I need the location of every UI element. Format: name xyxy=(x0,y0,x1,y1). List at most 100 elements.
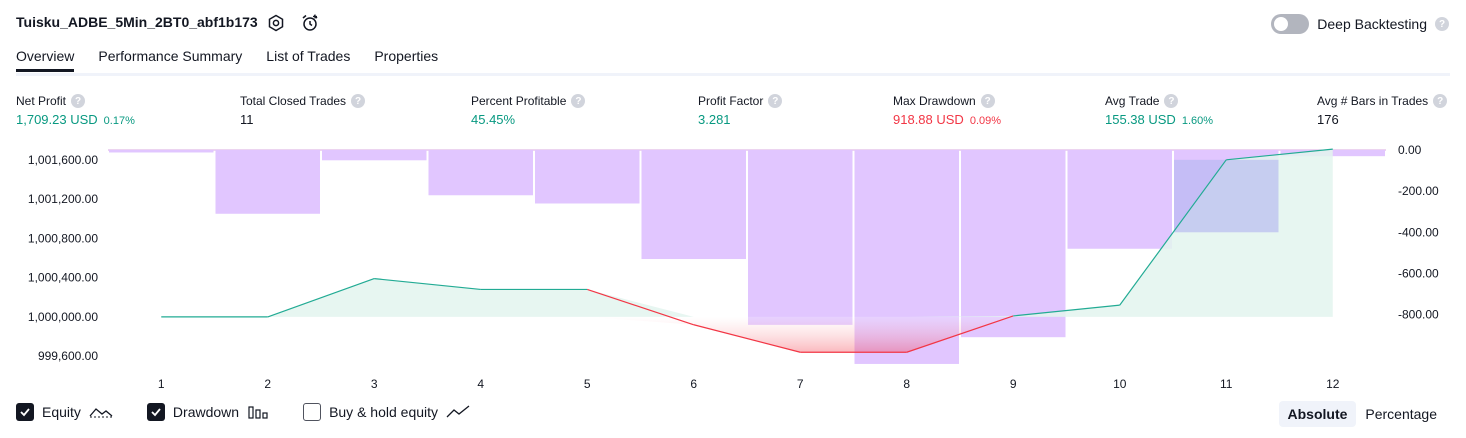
info-icon[interactable]: ? xyxy=(1164,94,1178,108)
x-axis-tick: 1 xyxy=(158,377,165,391)
metric-value: 3.281 xyxy=(698,112,731,127)
settings-icon[interactable] xyxy=(266,13,286,33)
info-icon[interactable]: ? xyxy=(71,94,85,108)
info-icon[interactable]: ? xyxy=(768,94,782,108)
absolute-button[interactable]: Absolute xyxy=(1279,401,1357,427)
x-axis-tick: 11 xyxy=(1220,377,1233,391)
info-icon[interactable]: ? xyxy=(351,94,365,108)
checkmark-icon xyxy=(19,406,31,418)
metric-label-row: Max Drawdown? xyxy=(893,94,1001,108)
metric-label-row: Avg Trade? xyxy=(1105,94,1213,108)
right-axis-tick: -600.00 xyxy=(1398,266,1439,280)
metric-0: Net Profit? 1,709.23 USD 0.17% xyxy=(16,94,135,127)
metric-2: Percent Profitable? 45.45% xyxy=(471,94,585,127)
x-axis-tick: 9 xyxy=(1010,377,1017,391)
metric-label: Percent Profitable xyxy=(471,94,566,108)
metric-4: Max Drawdown? 918.88 USD 0.09% xyxy=(893,94,1001,127)
metric-label: Net Profit xyxy=(16,94,66,108)
metric-value: 45.45% xyxy=(471,112,515,127)
legend-equity-label: Equity xyxy=(42,404,81,420)
left-axis-tick: 1,000,000.00 xyxy=(28,310,98,324)
left-axis-tick: 1,000,400.00 xyxy=(28,271,98,285)
tab-divider xyxy=(16,73,1450,76)
drawdown-bar xyxy=(109,150,214,152)
metric-percent: 0.09% xyxy=(970,115,1001,127)
percentage-button[interactable]: Percentage xyxy=(1356,401,1446,427)
legend-equity[interactable]: Equity xyxy=(16,403,113,421)
metric-value: 918.88 USD xyxy=(893,112,964,127)
metric-value-row: 1,709.23 USD 0.17% xyxy=(16,112,135,127)
legend-buy-hold[interactable]: Buy & hold equity xyxy=(303,403,470,421)
metric-percent: 0.17% xyxy=(104,115,135,127)
x-axis-tick: 6 xyxy=(690,377,697,391)
info-icon[interactable]: ? xyxy=(981,94,995,108)
tab-bar: Overview Performance Summary List of Tra… xyxy=(16,48,438,72)
deep-backtesting-control: Deep Backtesting ? xyxy=(1271,14,1449,34)
equity-line-icon xyxy=(89,404,113,420)
legend-drawdown-label: Drawdown xyxy=(173,404,239,420)
drawdown-checkbox[interactable] xyxy=(147,403,165,421)
metric-value-row: 176 xyxy=(1317,112,1447,127)
x-axis-tick: 10 xyxy=(1113,377,1127,391)
drawdown-bar xyxy=(429,150,534,195)
drawdown-bar xyxy=(322,150,427,160)
drawdown-overlap xyxy=(1174,160,1279,232)
tab-properties[interactable]: Properties xyxy=(374,48,438,72)
metric-5: Avg Trade? 155.38 USD 1.60% xyxy=(1105,94,1213,127)
x-axis-tick: 2 xyxy=(264,377,271,391)
metric-label-row: Profit Factor? xyxy=(698,94,782,108)
deep-backtesting-toggle[interactable] xyxy=(1271,14,1309,34)
drawdown-bar xyxy=(216,150,321,214)
drawdown-bar xyxy=(535,150,640,203)
tab-list-of-trades[interactable]: List of Trades xyxy=(266,48,350,72)
metric-label: Total Closed Trades xyxy=(240,94,346,108)
metric-value-row: 155.38 USD 1.60% xyxy=(1105,112,1213,127)
value-mode-switch: Absolute Percentage xyxy=(1279,401,1447,427)
metric-value-row: 918.88 USD 0.09% xyxy=(893,112,1001,127)
equity-checkbox[interactable] xyxy=(16,403,34,421)
tab-performance-summary[interactable]: Performance Summary xyxy=(98,48,242,72)
metric-value-row: 45.45% xyxy=(471,112,585,127)
strategy-title: Tuisku_ADBE_5Min_2BT0_abf1b173 xyxy=(16,14,258,30)
drawdown-bar xyxy=(961,150,1066,337)
metric-6: Avg # Bars in Trades? 176 xyxy=(1317,94,1447,127)
x-axis-tick: 7 xyxy=(797,377,804,391)
left-axis-tick: 1,001,200.00 xyxy=(28,192,98,206)
metric-label-row: Avg # Bars in Trades? xyxy=(1317,94,1447,108)
metric-value: 176 xyxy=(1317,112,1339,127)
metric-3: Profit Factor? 3.281 xyxy=(698,94,782,127)
info-icon[interactable]: ? xyxy=(1433,94,1447,108)
metric-1: Total Closed Trades? 11 xyxy=(240,94,365,127)
deep-backtesting-label: Deep Backtesting xyxy=(1317,16,1427,32)
metric-value: 1,709.23 USD xyxy=(16,112,98,127)
metric-percent: 1.60% xyxy=(1182,115,1213,127)
right-axis-tick: -400.00 xyxy=(1398,225,1439,239)
tab-overview[interactable]: Overview xyxy=(16,48,74,72)
left-axis-tick: 999,600.00 xyxy=(38,349,98,363)
legend-drawdown[interactable]: Drawdown xyxy=(147,403,269,421)
drawdown-bar xyxy=(748,150,853,325)
metric-label-row: Total Closed Trades? xyxy=(240,94,365,108)
metric-label: Avg Trade xyxy=(1105,94,1159,108)
left-axis-tick: 1,001,600.00 xyxy=(28,153,98,167)
x-axis-tick: 4 xyxy=(477,377,484,391)
right-axis-tick: -800.00 xyxy=(1398,308,1439,322)
drawdown-bar xyxy=(642,150,747,259)
add-alert-icon[interactable] xyxy=(300,13,320,33)
info-icon[interactable]: ? xyxy=(571,94,585,108)
drawdown-bars-icon xyxy=(247,404,269,420)
buy-hold-checkbox[interactable] xyxy=(303,403,321,421)
metric-label: Max Drawdown xyxy=(893,94,976,108)
legend-buy-hold-label: Buy & hold equity xyxy=(329,404,438,420)
drawdown-bar xyxy=(1068,150,1173,249)
metric-label-row: Percent Profitable? xyxy=(471,94,585,108)
help-icon[interactable]: ? xyxy=(1435,17,1449,31)
x-axis-tick: 8 xyxy=(903,377,910,391)
metric-label: Profit Factor xyxy=(698,94,763,108)
metric-value-row: 3.281 xyxy=(698,112,782,127)
right-axis-tick: -200.00 xyxy=(1398,184,1439,198)
x-axis-tick: 12 xyxy=(1326,377,1340,391)
underwater-area xyxy=(161,317,1333,352)
left-axis-tick: 1,000,800.00 xyxy=(28,231,98,245)
metric-value: 11 xyxy=(240,112,254,127)
